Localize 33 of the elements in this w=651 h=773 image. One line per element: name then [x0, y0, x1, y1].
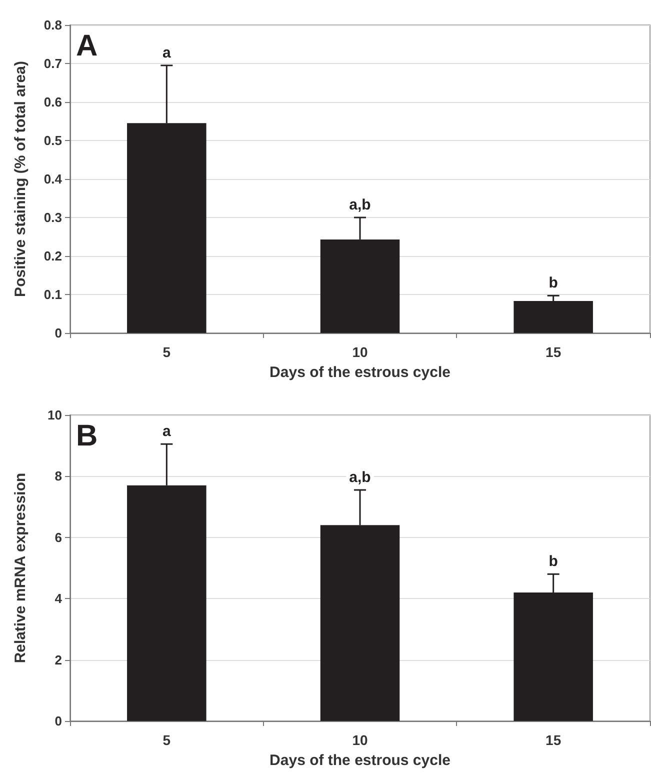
y-tick-label: 6 — [54, 530, 62, 545]
y-tick-label: 0 — [54, 326, 62, 340]
x-axis-title: Days of the estrous cycle — [270, 364, 450, 381]
x-tick-label: 5 — [162, 732, 171, 748]
x-tick-label: 5 — [162, 344, 171, 360]
annotation: A — [76, 30, 98, 62]
y-tick-label: 2 — [54, 652, 62, 668]
y-tick-label: 0.7 — [44, 56, 62, 71]
y-axis-title: Relative mRNA expression — [12, 472, 29, 664]
y-tick-label: 10 — [48, 408, 62, 422]
y-tick-label: 8 — [54, 468, 62, 484]
annotation: b — [548, 553, 558, 570]
y-tick-label: 0.3 — [44, 210, 62, 225]
x-tick-label: 10 — [352, 344, 368, 360]
x-tick-label: 10 — [352, 732, 368, 748]
y-tick-label: 0 — [54, 714, 62, 728]
y-tick-label: 4 — [54, 591, 63, 606]
y-axis-title: Positive staining (% of total area) — [12, 61, 29, 297]
annotation: a,b — [349, 196, 371, 214]
y-tick-label: 0.6 — [44, 94, 62, 110]
y-tick-label: 0.1 — [44, 287, 62, 302]
x-tick-label: 15 — [546, 732, 562, 748]
annotation: a,b — [349, 468, 371, 486]
annotation: B — [76, 420, 98, 452]
y-tick-label: 0.5 — [44, 133, 62, 148]
y-tick-label: 0.8 — [44, 18, 62, 32]
annotation: b — [548, 274, 558, 292]
y-tick-label: 0.4 — [44, 172, 63, 186]
x-axis-title: Days of the estrous cycle — [270, 752, 450, 769]
annotation: a — [162, 44, 172, 62]
x-tick-label: 15 — [546, 344, 562, 360]
y-tick-label: 0.2 — [44, 248, 62, 264]
annotation: a — [162, 423, 172, 440]
